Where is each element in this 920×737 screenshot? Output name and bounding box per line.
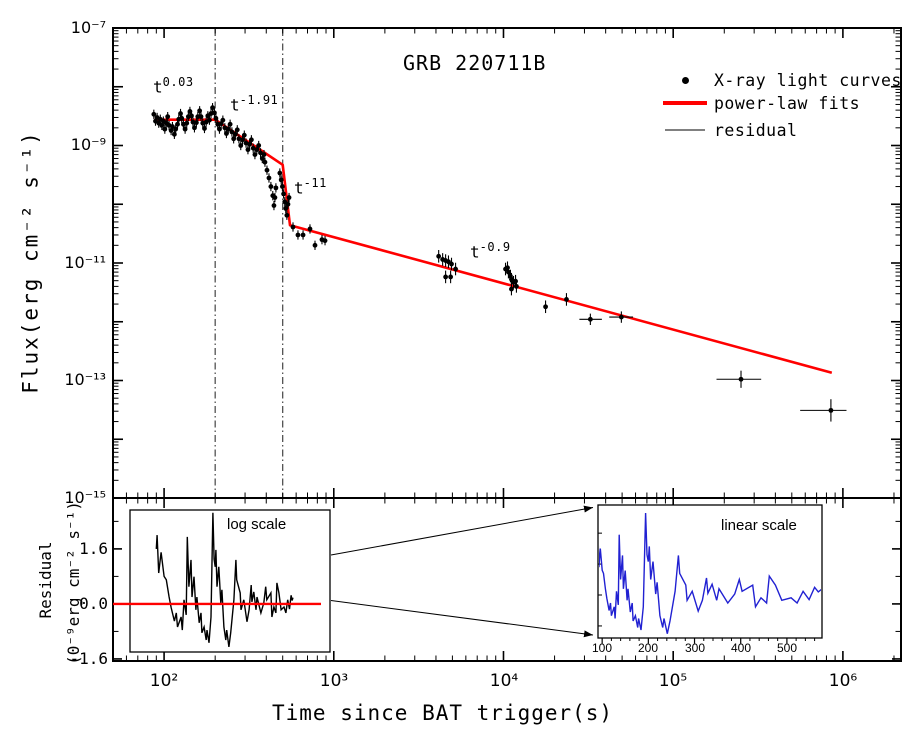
residual-tick-0.0: 0.0 [79,594,108,613]
y-tick-1e-15: 10⁻¹⁵ [64,488,106,507]
x-tick-1e5: 10⁵ [658,671,688,691]
residual-tick-1.6: 1.6 [79,539,108,558]
annotation-slope--0.9: t-0.9 [470,240,511,262]
legend-item-fit: power-law fits [662,93,861,113]
y-tick-1e-9: 10⁻⁹ [70,135,106,154]
linear-inset-tick-200: 200 [637,641,659,655]
annotation-slope-0.03: t0.03 [153,75,194,97]
legend-label-xray: X-ray light curves [714,70,902,90]
linear-inset-tick-400: 400 [730,641,752,655]
residual-axis-label-line1: Residual [36,541,56,619]
y-tick-1e-13: 10⁻¹³ [64,370,106,389]
x-tick-1e6: 10⁶ [828,671,858,691]
log-scale-inset-label: log scale [227,516,287,533]
y-tick-1e-11: 10⁻¹¹ [64,253,106,272]
annotation-slope--1.91: t-1.91 [230,93,279,115]
scatter-dot-icon [662,76,708,84]
linear-inset-tick-100: 100 [591,641,613,655]
residual-axis-label-line2: (0⁻⁹erg cm⁻² s⁻¹) [64,501,84,665]
legend-label-fit: power-law fits [714,93,861,113]
red-line-icon [662,101,708,105]
annotation-slope--11: t-11 [294,176,327,198]
y-axis-label: Flux(erg cm⁻² s⁻¹) [18,130,43,394]
y-tick-1e-7: 10⁻⁷ [70,18,106,37]
x-tick-1e3: 10³ [319,671,349,691]
gray-line-icon [662,129,708,131]
legend-item-xray: X-ray light curves [662,70,902,90]
linear-inset-tick-300: 300 [684,641,706,655]
linear-scale-inset-label: linear scale [721,517,797,534]
page-title: GRB 220711B [403,51,547,75]
linear-inset-tick-500: 500 [776,641,798,655]
x-axis-label: Time since BAT trigger(s) [272,701,614,725]
x-tick-1e4: 10⁴ [489,671,519,691]
x-tick-1e2: 10² [149,671,179,691]
residual-tick--1.6: -1.6 [69,649,108,668]
legend-item-residual: residual [662,120,798,140]
legend-label-residual: residual [714,120,798,140]
